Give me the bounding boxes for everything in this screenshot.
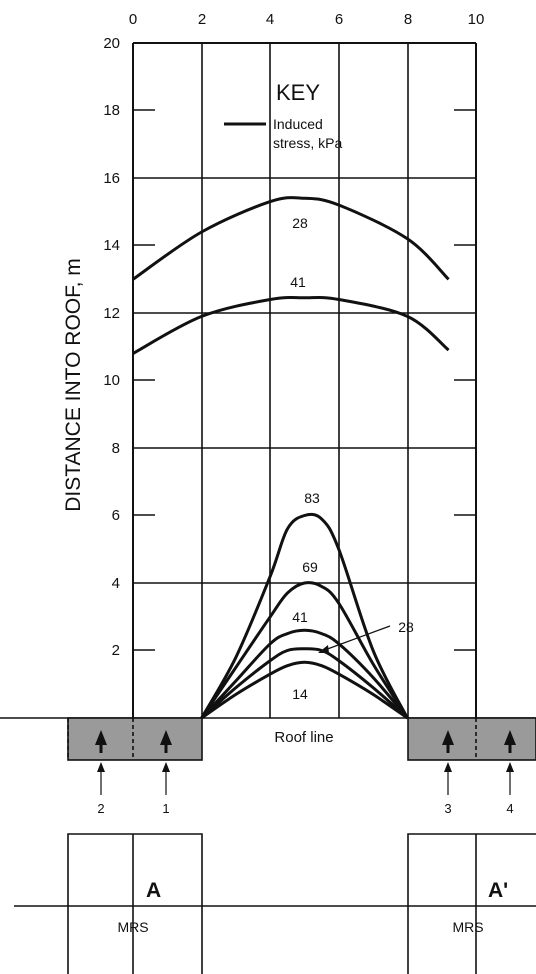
y-tick-label: 10	[103, 372, 120, 389]
contour-label: 41	[290, 274, 306, 290]
legend-text: Induced	[273, 116, 323, 132]
pillar-number: 1	[162, 801, 169, 816]
y-tick-label: 14	[103, 237, 120, 254]
mrs-label-left: MRS	[117, 919, 148, 935]
pillar-number: 2	[97, 801, 104, 816]
contour-label: 28	[398, 619, 414, 635]
x-tick-label: 6	[335, 11, 343, 28]
y-tick-label: 16	[103, 170, 120, 187]
label-leader-line	[321, 625, 391, 652]
y-tick-label: 8	[112, 440, 120, 457]
contour-line-14	[200, 660, 409, 720]
y-tick-label: 20	[103, 35, 120, 52]
arrow-up-icon	[160, 730, 172, 745]
x-tick-label: 4	[266, 11, 274, 28]
legend: KEY Induced stress, kPa	[224, 80, 342, 151]
load-arrows	[97, 762, 514, 795]
pillar-number: 4	[506, 801, 513, 816]
legend-title: KEY	[276, 80, 320, 105]
contour-labels: 28 41 83 69 41 28 14	[290, 215, 414, 702]
arrow-up-icon	[444, 762, 452, 772]
arrow-up-icon	[95, 730, 107, 745]
x-tick-label: 2	[198, 11, 206, 28]
contour-label: 28	[292, 215, 308, 231]
plan-box-right	[407, 833, 536, 974]
y-tick-label: 6	[112, 507, 120, 524]
contour-label: 41	[292, 609, 308, 625]
contour-line-41	[200, 628, 409, 720]
legend-text: stress, kPa	[273, 135, 342, 151]
y-tick-label: 18	[103, 102, 120, 119]
contour-curves	[132, 196, 450, 720]
arrow-up-icon	[504, 730, 516, 745]
label-leader-arrowhead	[318, 645, 329, 653]
contour-line-28	[132, 196, 450, 281]
plan-view: A A' MRS MRS	[14, 833, 536, 974]
x-tick-label: 10	[468, 11, 485, 28]
roof-line-label: Roof line	[274, 729, 333, 746]
section-label-a: A	[146, 879, 161, 902]
grid	[132, 42, 477, 718]
mrs-label-right: MRS	[452, 919, 483, 935]
contour-label: 14	[292, 686, 308, 702]
y-tick-labels: 20 18 16 14 12 10 8 6 4 2	[103, 35, 120, 659]
x-tick-label: 0	[129, 11, 137, 28]
pillar-numbers: 2 1 3 4	[97, 801, 513, 816]
x-tick-labels: 0 2 4 6 8 10	[129, 11, 485, 28]
pillar-number: 3	[444, 801, 451, 816]
section-label-a-prime: A'	[488, 879, 508, 902]
contour-label: 69	[302, 559, 318, 575]
pillar-right	[407, 717, 536, 761]
y-tick-label: 2	[112, 642, 120, 659]
contour-line-28	[200, 647, 409, 720]
y-axis-label: DISTANCE INTO ROOF, m	[62, 258, 85, 512]
arrow-up-icon	[162, 762, 170, 772]
contour-line-69	[200, 581, 409, 719]
arrow-up-icon	[97, 762, 105, 772]
plan-box-left	[67, 833, 203, 974]
y-tick-label: 4	[112, 575, 120, 592]
pillar-left	[67, 717, 203, 761]
contour-line-83	[200, 512, 409, 719]
arrow-up-icon	[442, 730, 454, 745]
arrow-up-icon	[506, 762, 514, 772]
contour-label: 83	[304, 490, 320, 506]
y-tick-label: 12	[103, 305, 120, 322]
contour-line-41	[132, 295, 450, 355]
x-tick-label: 8	[404, 11, 412, 28]
